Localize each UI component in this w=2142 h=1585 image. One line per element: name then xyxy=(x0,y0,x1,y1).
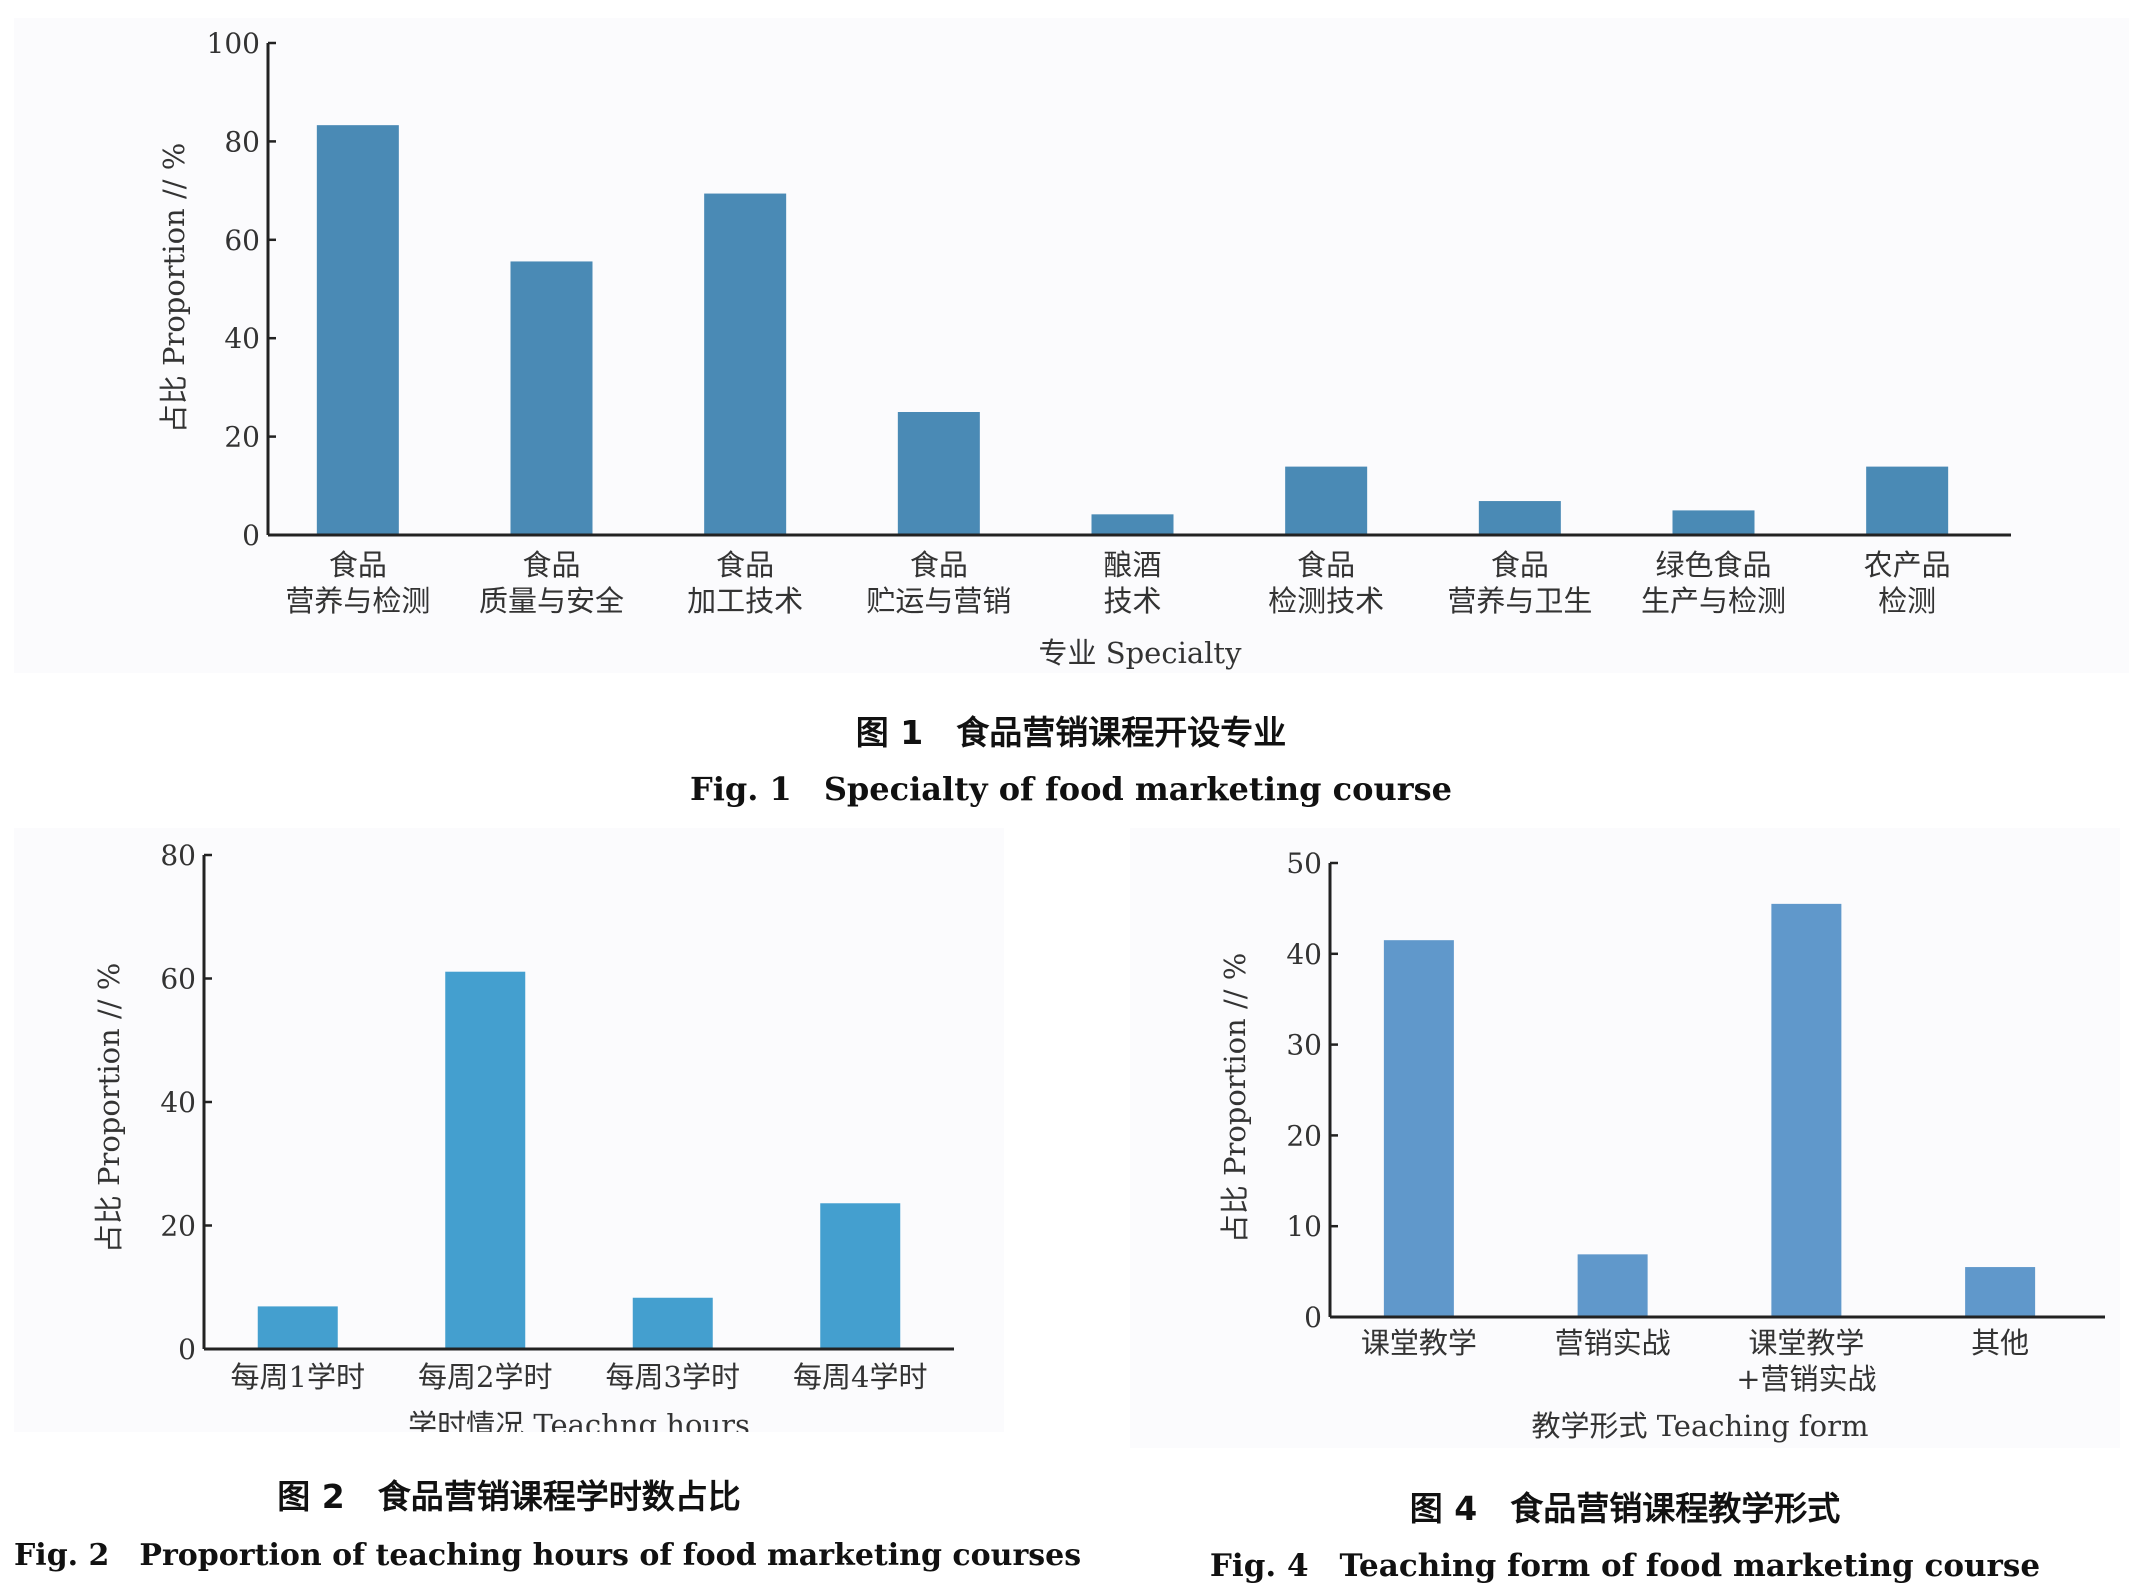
y-axis-title: 占比 Proportion // % xyxy=(157,143,191,434)
bar-5 xyxy=(1091,514,1174,535)
chart-panel-fig1: 食品 营养与检测 食品 质量与安全 食品 加工技术 食品 贮运与营销 酿酒 技术 食品 检测技术 食品营… xyxy=(14,18,2129,673)
x-tick-label: 课堂教学 xyxy=(1748,1326,1864,1360)
bar-2 xyxy=(1577,1254,1648,1317)
y-tick-label: 0 xyxy=(242,519,260,552)
bar-8 xyxy=(1672,510,1755,535)
x-tick-label: 绿色食品 xyxy=(1655,548,1771,582)
x-tick-label: 贮运与营销 xyxy=(866,584,1011,618)
y-axis-title: 占比 Proportion // % xyxy=(1218,953,1252,1244)
y-tick-label: 0 xyxy=(178,1333,196,1366)
x-tick-label: 每周4学时 xyxy=(793,1360,927,1394)
x-tick-label: 食品 xyxy=(1491,548,1549,582)
x-tick-label: 每周1学时 xyxy=(231,1360,365,1394)
y-tick-label: 0 xyxy=(1304,1301,1322,1334)
y-tick-label: 60 xyxy=(160,963,196,996)
caption-cn-fig4: 图 4 食品营销课程教学形式 xyxy=(1409,1489,1841,1528)
bar-4 xyxy=(897,412,980,535)
x-tick-label: 每周3学时 xyxy=(606,1360,740,1394)
bar-9 xyxy=(1866,466,1949,535)
x-tick-label: 其他 xyxy=(1971,1326,2029,1360)
y-tick-label: 40 xyxy=(160,1086,196,1119)
x-tick-label: 营养与检测 xyxy=(285,584,430,618)
x-tick-label: 技术 xyxy=(1103,584,1161,618)
bar-4 xyxy=(820,1203,901,1349)
y-tick-label: 20 xyxy=(160,1210,196,1243)
bar-1 xyxy=(316,125,399,535)
bar-4 xyxy=(1965,1267,2036,1317)
caption-en-fig1: Fig. 1 Specialty of food marketing cours… xyxy=(690,770,1452,808)
y-tick-label: 20 xyxy=(1286,1119,1322,1152)
caption-cn-fig1: 图 1 食品营销课程开设专业 xyxy=(855,713,1287,752)
x-tick-label: 检测技术 xyxy=(1268,584,1384,618)
x-axis-title: 专业 Specialty xyxy=(1039,636,1243,670)
x-tick-label: 营养与卫生 xyxy=(1447,584,1592,618)
y-tick-label: 40 xyxy=(224,322,260,355)
x-tick-label: 每周2学时 xyxy=(418,1360,552,1394)
bar-3 xyxy=(1771,903,1842,1317)
y-tick-label: 20 xyxy=(224,421,260,454)
x-tick-label: 食品 xyxy=(329,548,387,582)
bar-7 xyxy=(1478,501,1561,535)
x-tick-label: 酿酒 xyxy=(1103,548,1161,582)
caption-en-fig2: Fig. 2 Proportion of teaching hours of f… xyxy=(14,1538,1082,1573)
x-tick-label: 食品 xyxy=(522,548,580,582)
bar-1 xyxy=(1383,940,1454,1317)
x-tick-label: 加工技术 xyxy=(687,584,803,618)
x-tick-label: 检测 xyxy=(1878,584,1936,618)
x-tick-label: 生产与检测 xyxy=(1641,584,1786,618)
y-tick-label: 40 xyxy=(1286,938,1322,971)
x-axis-title: 教学形式 Teaching form xyxy=(1532,1409,1869,1443)
chart-fig2: 每周1学时 每周2学时 每周3学时 每周4学时 0 20 40 60 80 学时情况 Teachn… xyxy=(92,839,954,1432)
x-tick-label: 课堂教学 xyxy=(1361,1326,1477,1360)
x-tick-label: 食品 xyxy=(716,548,774,582)
bar-6 xyxy=(1285,466,1368,535)
caption-en-fig4: Fig. 4 Teaching form of food marketing c… xyxy=(1209,1548,2041,1584)
x-tick-label: 农产品 xyxy=(1864,548,1951,582)
chart-panel-fig4: 课堂教学 营销实战 课堂教学 +营销实战 其他 0 10 20 30 40 50 教学形式 Teach… xyxy=(1130,828,2120,1448)
x-tick-label: 质量与安全 xyxy=(479,584,624,618)
caption-cn-fig2: 图 2 食品营销课程学时数占比 xyxy=(277,1477,741,1516)
y-tick-label: 10 xyxy=(1286,1210,1322,1243)
y-tick-label: 30 xyxy=(1286,1029,1322,1062)
x-tick-label: 食品 xyxy=(1297,548,1355,582)
x-tick-label: +营销实战 xyxy=(1736,1362,1876,1396)
chart-fig1: 食品营养与检测食品质量与安全食品加工技术食品贮运与营销酿酒技术食品检测技术食品营… xyxy=(157,27,2011,670)
x-tick-label: 食品 xyxy=(910,548,968,582)
bar-3 xyxy=(704,193,787,535)
bar-3 xyxy=(632,1297,713,1349)
y-tick-label: 80 xyxy=(160,839,196,872)
y-tick-label: 50 xyxy=(1286,847,1322,880)
bar-2 xyxy=(510,261,593,535)
bar-2 xyxy=(445,971,526,1349)
y-tick-label: 60 xyxy=(224,224,260,257)
y-tick-label: 80 xyxy=(224,125,260,158)
bar-1 xyxy=(257,1306,338,1349)
chart-panel-fig2: 每周1学时 每周2学时 每周3学时 每周4学时 0 20 40 60 80 学时情况 Teachn… xyxy=(14,828,1004,1432)
y-axis-title: 占比 Proportion // % xyxy=(92,963,126,1254)
x-axis-title: 学时情况 Teachng hours xyxy=(408,1408,750,1432)
x-tick-label: 营销实战 xyxy=(1555,1326,1671,1360)
y-tick-label: 100 xyxy=(207,27,260,60)
